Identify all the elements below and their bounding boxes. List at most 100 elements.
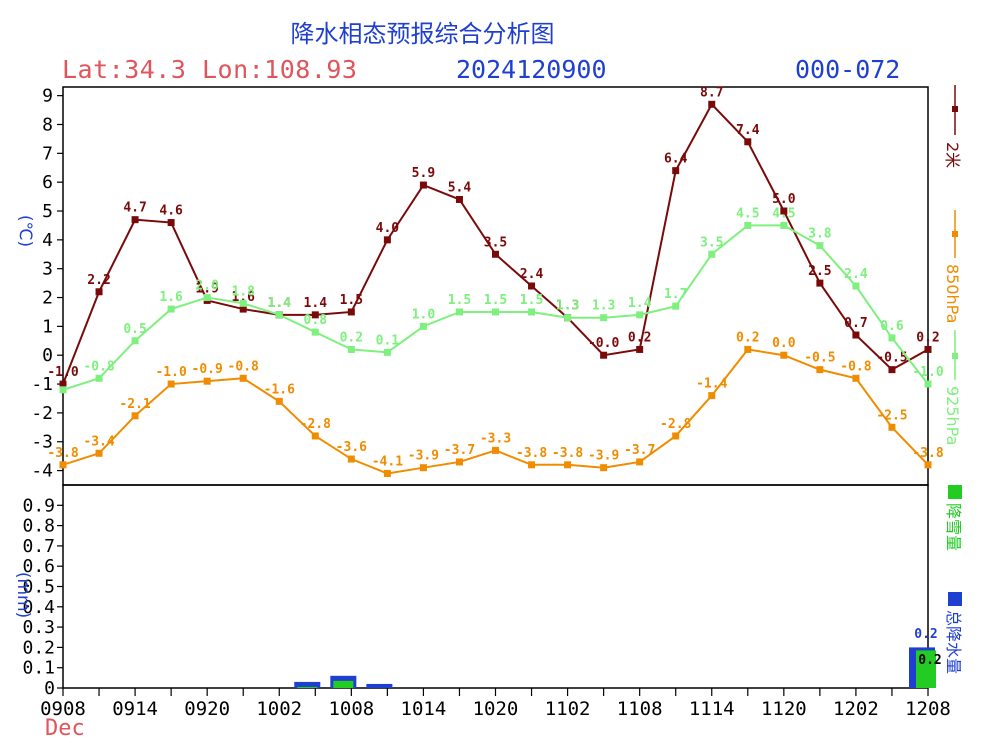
y-tick-label: 0.3 xyxy=(22,617,55,638)
data-label-t925: 3.8 xyxy=(808,227,832,242)
bar-snow xyxy=(297,686,318,688)
x-tick-label: 1002 xyxy=(256,698,302,720)
point-t850 xyxy=(708,392,716,400)
data-label-t925: 0.5 xyxy=(123,322,146,337)
y-tick-label: 4 xyxy=(42,230,53,251)
legend-marker-total xyxy=(948,592,962,606)
point-t850 xyxy=(924,461,932,469)
point-t925 xyxy=(636,311,644,319)
data-label-t2m: 4.0 xyxy=(376,221,400,236)
data-label-t2m: 4.7 xyxy=(123,201,146,216)
point-t925 xyxy=(744,221,752,229)
y-tick-label: 0.7 xyxy=(22,536,55,557)
data-label-t2m: 2.2 xyxy=(87,273,110,288)
y-tick-label: 7 xyxy=(42,143,53,164)
point-t2m xyxy=(239,305,247,313)
point-t850 xyxy=(275,397,283,405)
data-label-t925: 1.4 xyxy=(268,296,292,311)
upper-frame xyxy=(62,86,929,486)
y-tick-label: 0.2 xyxy=(22,637,55,658)
data-label-t2m: 5.4 xyxy=(448,180,472,195)
data-label-t850: -2.8 xyxy=(300,417,331,432)
point-t850 xyxy=(95,449,103,457)
data-label-t2m: 1.4 xyxy=(268,296,292,311)
y-tick-label: -4 xyxy=(31,461,53,482)
point-t925 xyxy=(95,374,103,382)
y-tick-label: 0.5 xyxy=(22,577,55,598)
point-t925 xyxy=(455,308,463,316)
point-t925 xyxy=(852,282,860,290)
point-t850 xyxy=(564,461,572,469)
point-t850 xyxy=(59,461,67,469)
temperature-panel: -4 -3 -2 -1 0 1 2 3 4 5 6 7 8 9 (℃) -1.0 2.2 4.7 4.6 1.9 1.6… xyxy=(15,85,944,486)
point-t850 xyxy=(347,455,355,463)
data-label-t850: -4.1 xyxy=(372,454,403,469)
legend-label-t2m: 2米 xyxy=(943,142,962,168)
point-t925 xyxy=(528,308,536,316)
point-t2m xyxy=(816,279,824,287)
point-t2m xyxy=(383,236,391,244)
data-label-t925: 2.4 xyxy=(844,267,868,282)
point-t925 xyxy=(131,337,139,345)
data-label-t850: -3.4 xyxy=(83,434,114,449)
point-t925 xyxy=(311,328,319,336)
y-tick-label: 0.8 xyxy=(22,516,55,537)
point-t925 xyxy=(203,294,211,302)
data-label-t925: 4.5 xyxy=(736,206,759,221)
y-tick-label: 5 xyxy=(42,201,53,222)
point-t925 xyxy=(924,380,932,388)
data-label-t850: -2.5 xyxy=(876,408,907,423)
bar-data-label: 0.2 xyxy=(918,653,941,668)
y-tick-label: -1 xyxy=(31,374,53,395)
point-t925 xyxy=(419,322,427,330)
y-tick-label: 0.4 xyxy=(22,597,55,618)
bar-snow xyxy=(333,680,354,688)
data-label-t2m: 1.4 xyxy=(304,296,328,311)
point-t2m xyxy=(528,282,536,290)
data-label-t2m: -0.5 xyxy=(876,351,907,366)
legend-marker-t925 xyxy=(952,353,958,359)
y-tick-label: 0 xyxy=(42,345,53,366)
data-label-t925: 0.2 xyxy=(340,330,363,345)
point-t925 xyxy=(780,221,788,229)
data-label-t925: 1.3 xyxy=(592,299,615,314)
bar-total xyxy=(366,683,393,688)
data-label-t925: 1.8 xyxy=(231,284,255,299)
legend-marker-snow xyxy=(948,485,962,499)
data-label-t850: -0.8 xyxy=(840,359,871,374)
point-t850 xyxy=(816,366,824,374)
point-t850 xyxy=(888,423,896,431)
point-t2m xyxy=(311,311,319,319)
point-t2m xyxy=(852,331,860,339)
point-t2m xyxy=(888,366,896,374)
data-label-t925: 1.0 xyxy=(412,307,436,322)
data-label-t850: -0.5 xyxy=(804,351,835,366)
point-t925 xyxy=(167,305,175,313)
x-tick-label: 0914 xyxy=(112,698,158,720)
point-t2m xyxy=(600,351,608,359)
data-label-t850: -3.3 xyxy=(480,431,511,446)
data-label-t850: -3.8 xyxy=(516,446,547,461)
data-label-t850: -3.8 xyxy=(912,446,943,461)
data-label-t925: 2.0 xyxy=(195,279,219,294)
data-label-t850: -0.9 xyxy=(192,362,223,377)
data-label-t850: -3.9 xyxy=(588,449,619,464)
data-label-t2m: 5.0 xyxy=(772,192,796,207)
point-t850 xyxy=(311,432,319,440)
point-t850 xyxy=(131,412,139,420)
point-t850 xyxy=(672,432,680,440)
data-label-t925: 0.6 xyxy=(880,319,904,334)
x-tick-label: 1108 xyxy=(617,698,663,720)
x-tick-label: 1120 xyxy=(761,698,807,720)
y-axis-label: (mm) xyxy=(13,572,33,618)
y-tick-label: 2 xyxy=(42,288,53,309)
data-label-t925: -1.0 xyxy=(912,365,943,380)
point-t925 xyxy=(600,314,608,322)
legend-label-total: 总降水量 xyxy=(944,610,963,674)
data-label-t850: -3.7 xyxy=(624,443,655,458)
point-t850 xyxy=(636,458,644,466)
point-t850 xyxy=(167,380,175,388)
data-label-t925: 1.6 xyxy=(159,290,183,305)
data-label-t925: 0.1 xyxy=(376,333,400,348)
y-axis-label: (℃) xyxy=(15,215,35,247)
